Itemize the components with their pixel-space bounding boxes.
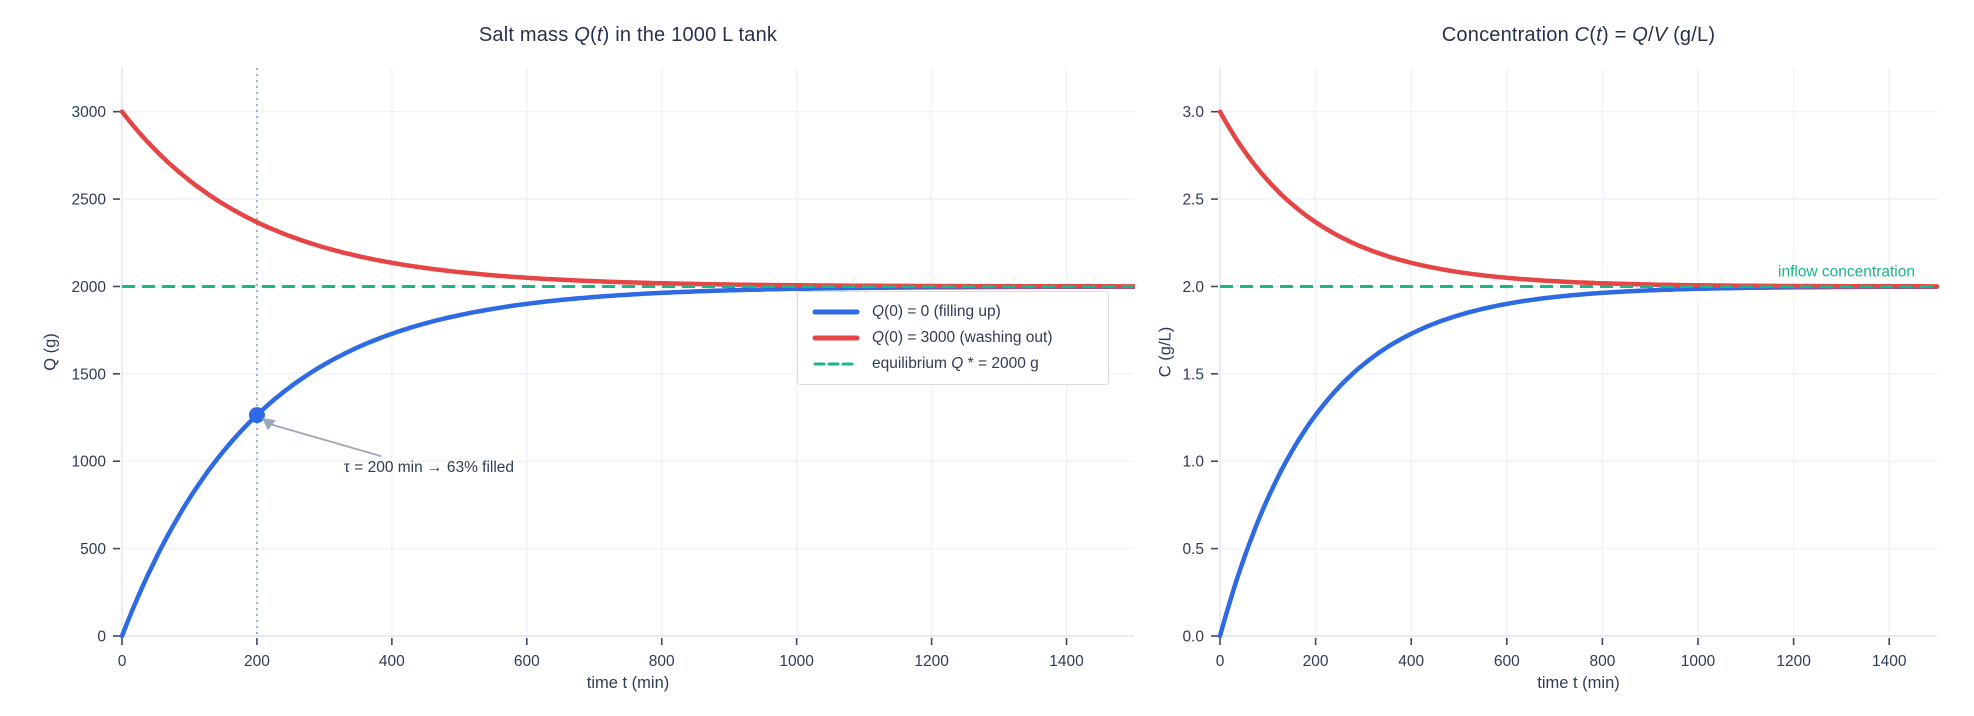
math-italic-run: t xyxy=(1596,24,1602,46)
y-tick-label: 2500 xyxy=(72,192,107,209)
x-tick-label: 1000 xyxy=(1681,653,1716,670)
text-run: ( xyxy=(589,24,597,46)
concentration-chart-title: Concentration C(t) = Q/V (g/L) xyxy=(1220,24,1937,47)
x-tick-label: 600 xyxy=(514,653,540,670)
y-tick-label: 2000 xyxy=(72,279,107,296)
math-italic-run: Q xyxy=(1632,24,1648,46)
x-tick-label: 1200 xyxy=(1776,653,1811,670)
y-tick-label: 2.5 xyxy=(1182,192,1204,209)
math-italic-run: Q xyxy=(872,329,885,346)
legend-swatch-filling-curve xyxy=(812,309,860,315)
x-tick-label: 1400 xyxy=(1049,653,1084,670)
legend-item: equilibrium Q * = 2000 g xyxy=(812,355,1094,373)
tau-marker-dot xyxy=(248,407,265,424)
y-tick-label: 3000 xyxy=(72,104,107,121)
y-tick-label: 0 xyxy=(97,629,106,646)
salt-mass-x-axis-label: time t (min) xyxy=(586,674,670,692)
x-tick-label: 0 xyxy=(1216,653,1225,670)
annotation-arrow-line xyxy=(269,423,382,457)
x-tick-label: 400 xyxy=(379,653,405,670)
x-tick-label: 0 xyxy=(118,653,127,670)
text-run: ) = xyxy=(1601,24,1633,46)
math-italic-run: t xyxy=(596,24,603,46)
legend-label: Q(0) = 0 (filling up) xyxy=(872,303,1001,321)
y-tick-label: 3.0 xyxy=(1182,104,1204,121)
y-tick-label: 0.5 xyxy=(1182,541,1204,558)
x-tick-label: 800 xyxy=(1589,653,1615,670)
inflow-concentration-label: inflow concentration xyxy=(1778,263,1915,280)
x-tick-label: 400 xyxy=(1398,653,1424,670)
math-italic-run: V xyxy=(1653,24,1668,46)
x-tick-label: 600 xyxy=(1494,653,1520,670)
concentration-chart-panel: Concentration C(t) = Q/V (g/L) C (g/L) 0… xyxy=(1135,0,1974,716)
y-tick-label: 500 xyxy=(80,541,106,558)
x-tick-label: 1000 xyxy=(779,653,814,670)
math-italic-run: Q xyxy=(951,355,964,372)
x-tick-label: 1400 xyxy=(1872,653,1907,670)
y-tick-label: 2.0 xyxy=(1182,279,1204,296)
legend-label: equilibrium Q * = 2000 g xyxy=(872,355,1039,373)
legend-item: Q(0) = 0 (filling up) xyxy=(812,303,1094,321)
text-run: Salt mass xyxy=(478,24,575,46)
legend-label: Q(0) = 3000 (washing out) xyxy=(872,329,1053,347)
x-tick-label: 1200 xyxy=(914,653,949,670)
text-run: ( xyxy=(1589,24,1597,46)
text-run: (g/L) xyxy=(1667,24,1716,46)
text-run: equilibrium xyxy=(872,355,952,372)
x-tick-label: 200 xyxy=(1303,653,1329,670)
y-tick-label: 1000 xyxy=(72,454,107,471)
text-run: (0) = 0 (filling up) xyxy=(884,303,1001,320)
legend-box: Q(0) = 0 (filling up) Q(0) = 3000 (washin… xyxy=(797,291,1109,385)
legend-swatch-equilibrium-line xyxy=(813,362,859,366)
text-run: Concentration xyxy=(1441,24,1575,46)
annotation-arrowhead xyxy=(261,418,276,431)
salt-mass-chart-panel: Salt mass Q(t) in the 1000 L tank Q (g) … xyxy=(42,24,1135,692)
legend-swatch-washing-curve xyxy=(812,335,860,341)
y-tick-label: 0.0 xyxy=(1182,629,1204,646)
legend-item: Q(0) = 3000 (washing out) xyxy=(812,329,1094,347)
x-tick-label: 800 xyxy=(649,653,675,670)
washing-concentration-curve xyxy=(1217,109,1940,289)
y-tick-label: 1.0 xyxy=(1182,454,1204,471)
math-italic-run: C xyxy=(1574,24,1590,46)
text-run: / xyxy=(1648,24,1654,46)
text-run: ) in the 1000 L tank xyxy=(602,24,778,46)
text-run: * = 2000 g xyxy=(963,355,1039,372)
concentration-x-axis-label: time t (min) xyxy=(1537,674,1620,692)
y-tick-label: 1500 xyxy=(72,366,107,383)
concentration-plot-area: 0 200 400 600 800 1000 1200 1400 0.0 0.5 1.0 1.5 2.0… xyxy=(1182,68,1940,670)
math-italic-run: Q xyxy=(872,303,885,320)
salt-mass-chart-title: Salt mass Q(t) in the 1000 L tank xyxy=(122,24,1134,47)
y-tick-label: 1.5 xyxy=(1182,366,1204,383)
tau-annotation-text: τ = 200 min → 63% filled xyxy=(344,459,514,476)
text-run: (0) = 3000 (washing out) xyxy=(884,329,1053,346)
math-italic-run: Q xyxy=(574,24,590,46)
x-tick-label: 200 xyxy=(244,653,270,670)
